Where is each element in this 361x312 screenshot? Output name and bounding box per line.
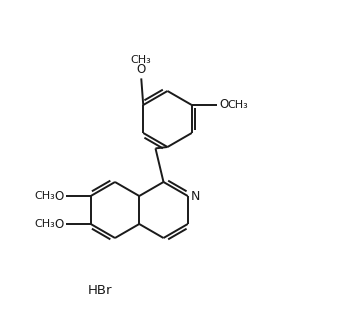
Text: N: N xyxy=(191,189,200,202)
Text: CH₃: CH₃ xyxy=(35,191,56,201)
Text: O: O xyxy=(54,217,64,231)
Text: O: O xyxy=(136,63,146,76)
Text: O: O xyxy=(54,189,64,202)
Text: CH₃: CH₃ xyxy=(131,56,152,66)
Text: HBr: HBr xyxy=(88,284,112,296)
Text: CH₃: CH₃ xyxy=(35,219,56,229)
Text: CH₃: CH₃ xyxy=(227,100,248,110)
Text: O: O xyxy=(219,99,228,111)
